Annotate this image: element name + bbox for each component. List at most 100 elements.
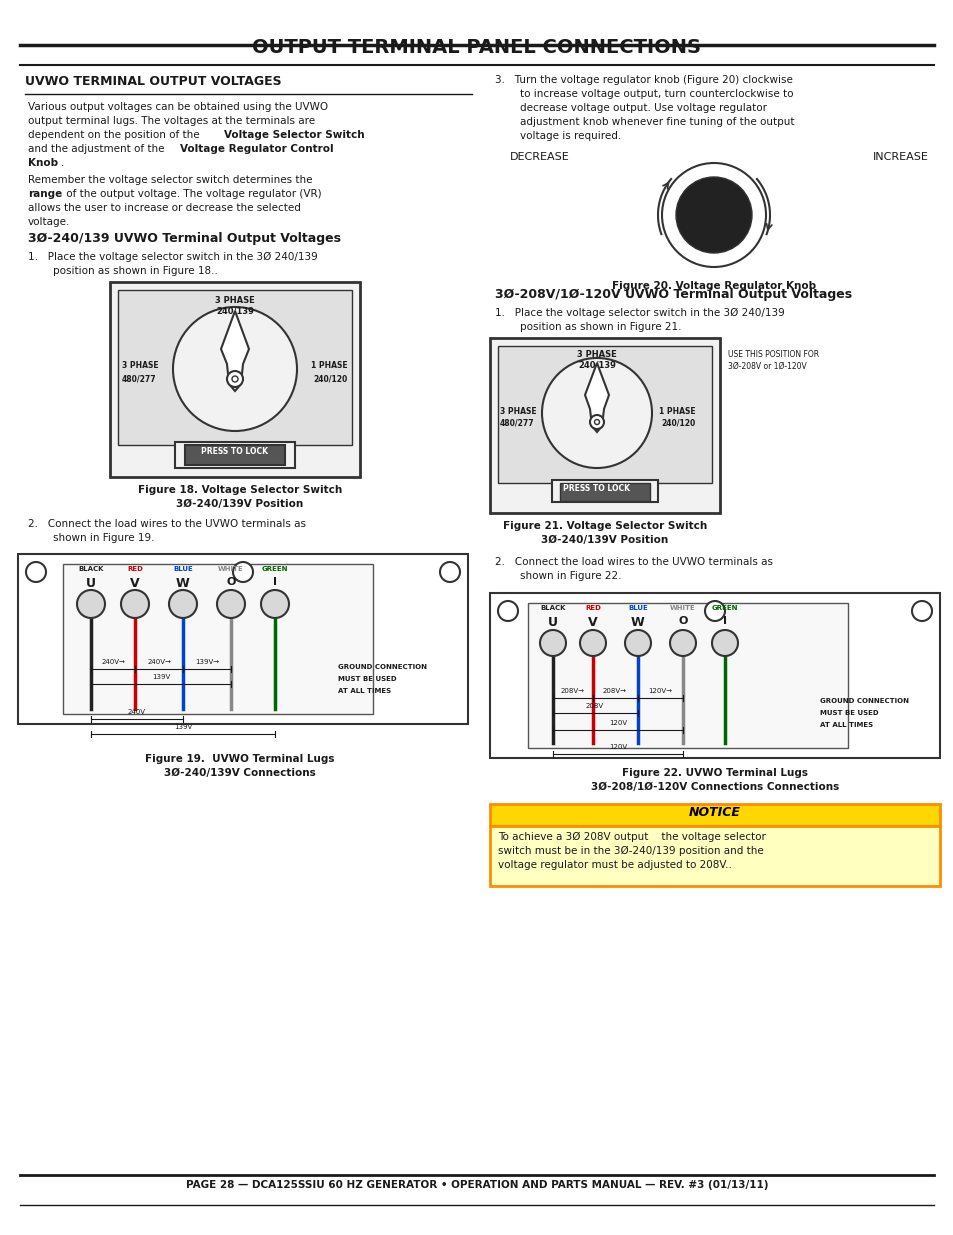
Text: 240/139: 240/139 [578,359,616,369]
Text: voltage.: voltage. [28,217,71,227]
Circle shape [676,177,751,253]
Text: voltage regulator must be adjusted to 208V..: voltage regulator must be adjusted to 20… [497,860,731,869]
Circle shape [589,415,603,429]
Circle shape [541,358,651,468]
Bar [490,804,939,826]
Text: 208V→: 208V→ [560,688,584,694]
Circle shape [661,163,765,267]
Text: RED: RED [127,566,143,572]
Text: DECREASE: DECREASE [510,152,569,162]
Bar [174,442,294,468]
Text: of the output voltage. The voltage regulator (VR): of the output voltage. The voltage regul… [63,189,321,199]
Polygon shape [584,363,608,432]
Bar [490,593,939,758]
Text: 3Ø-240/139V Position: 3Ø-240/139V Position [540,535,668,545]
Text: 3 PHASE: 3 PHASE [122,361,158,370]
Text: 480/277: 480/277 [122,374,156,383]
Text: GROUND CONNECTION: GROUND CONNECTION [820,698,908,704]
Bar [559,483,649,501]
Text: MUST BE USED: MUST BE USED [337,676,396,682]
Circle shape [497,601,517,621]
Text: BLUE: BLUE [627,605,647,611]
Text: PRESS TO LOCK: PRESS TO LOCK [201,447,268,456]
Text: 240V→: 240V→ [101,659,125,664]
Text: INCREASE: INCREASE [872,152,928,162]
Polygon shape [221,311,249,391]
Text: 2.   Connect the load wires to the UVWO terminals as: 2. Connect the load wires to the UVWO te… [28,519,306,529]
Text: 3 PHASE: 3 PHASE [214,296,254,305]
Text: Various output voltages can be obtained using the UVWO: Various output voltages can be obtained … [28,103,328,112]
Text: BLUE: BLUE [172,566,193,572]
Text: 240/120: 240/120 [314,374,348,383]
Text: W: W [631,616,644,629]
Text: U: U [86,577,96,590]
Text: Figure 18. Voltage Selector Switch: Figure 18. Voltage Selector Switch [138,485,342,495]
Text: 480/277: 480/277 [499,419,534,429]
Text: 3Ø-208/1Ø-120V Connections Connections: 3Ø-208/1Ø-120V Connections Connections [590,782,839,792]
Circle shape [26,562,46,582]
Circle shape [121,590,149,618]
Text: UVWO TERMINAL OUTPUT VOLTAGES: UVWO TERMINAL OUTPUT VOLTAGES [25,75,281,88]
Circle shape [232,375,237,382]
Text: decrease voltage output. Use voltage regulator: decrease voltage output. Use voltage reg… [519,103,766,112]
Bar [490,826,939,885]
Circle shape [216,590,245,618]
Text: adjustment knob whenever fine tuning of the output: adjustment knob whenever fine tuning of … [519,117,794,127]
Text: BLACK: BLACK [78,566,104,572]
Circle shape [539,630,565,656]
Text: Figure 19.  UVWO Terminal Lugs: Figure 19. UVWO Terminal Lugs [145,755,335,764]
Bar [497,346,711,483]
Text: V: V [588,616,598,629]
Bar [18,555,468,724]
Bar [110,282,359,477]
Text: Remember the voltage selector switch determines the: Remember the voltage selector switch det… [28,175,313,185]
Circle shape [172,308,296,431]
Text: 139V: 139V [173,724,192,730]
Text: voltage is required.: voltage is required. [519,131,620,141]
Text: 3 PHASE: 3 PHASE [577,350,617,359]
Circle shape [624,630,650,656]
Circle shape [227,370,243,387]
Text: position as shown in Figure 18..: position as shown in Figure 18.. [53,266,217,275]
Circle shape [911,601,931,621]
Text: 120V→: 120V→ [647,688,671,694]
Text: BLACK: BLACK [539,605,565,611]
Text: 3 PHASE: 3 PHASE [499,408,536,416]
Text: I: I [722,616,726,626]
Circle shape [261,590,289,618]
Text: to increase voltage output, turn counterclockwise to: to increase voltage output, turn counter… [519,89,793,99]
Circle shape [77,590,105,618]
Text: 139V: 139V [152,674,170,680]
Text: 3Ø-240/139V Position: 3Ø-240/139V Position [176,499,303,509]
Text: Voltage Selector Switch: Voltage Selector Switch [224,130,364,140]
Text: Knob: Knob [28,158,58,168]
Text: MUST BE USED: MUST BE USED [820,710,878,716]
Text: 120V: 120V [608,720,626,726]
Text: 3Ø-240/139 UVWO Terminal Output Voltages: 3Ø-240/139 UVWO Terminal Output Voltages [28,232,340,245]
Text: PRESS TO LOCK: PRESS TO LOCK [563,484,630,493]
Text: RED: RED [584,605,600,611]
Bar [552,480,658,501]
Text: Figure 20. Voltage Regulator Knob: Figure 20. Voltage Regulator Knob [611,282,815,291]
Text: range: range [28,189,62,199]
Text: OUTPUT TERMINAL PANEL CONNECTIONS: OUTPUT TERMINAL PANEL CONNECTIONS [253,38,700,57]
Text: V: V [130,577,140,590]
Text: 1 PHASE: 1 PHASE [311,361,348,370]
Bar [490,338,720,513]
Text: 240V: 240V [128,709,146,715]
Text: U: U [547,616,558,629]
Bar [63,564,373,714]
Text: 3Ø-208V or 1Ø-120V: 3Ø-208V or 1Ø-120V [727,362,806,370]
Text: GREEN: GREEN [711,605,738,611]
Text: Figure 22. UVWO Terminal Lugs: Figure 22. UVWO Terminal Lugs [621,768,807,778]
Circle shape [704,601,724,621]
Text: WHITE: WHITE [218,566,244,572]
Text: 208V: 208V [585,703,603,709]
Text: O: O [678,616,687,626]
Text: 1 PHASE: 1 PHASE [659,408,696,416]
Bar [118,290,352,445]
Text: dependent on the position of the: dependent on the position of the [28,130,203,140]
Circle shape [594,420,598,425]
Text: 139V→: 139V→ [194,659,219,664]
Text: 240/139: 240/139 [215,306,253,315]
